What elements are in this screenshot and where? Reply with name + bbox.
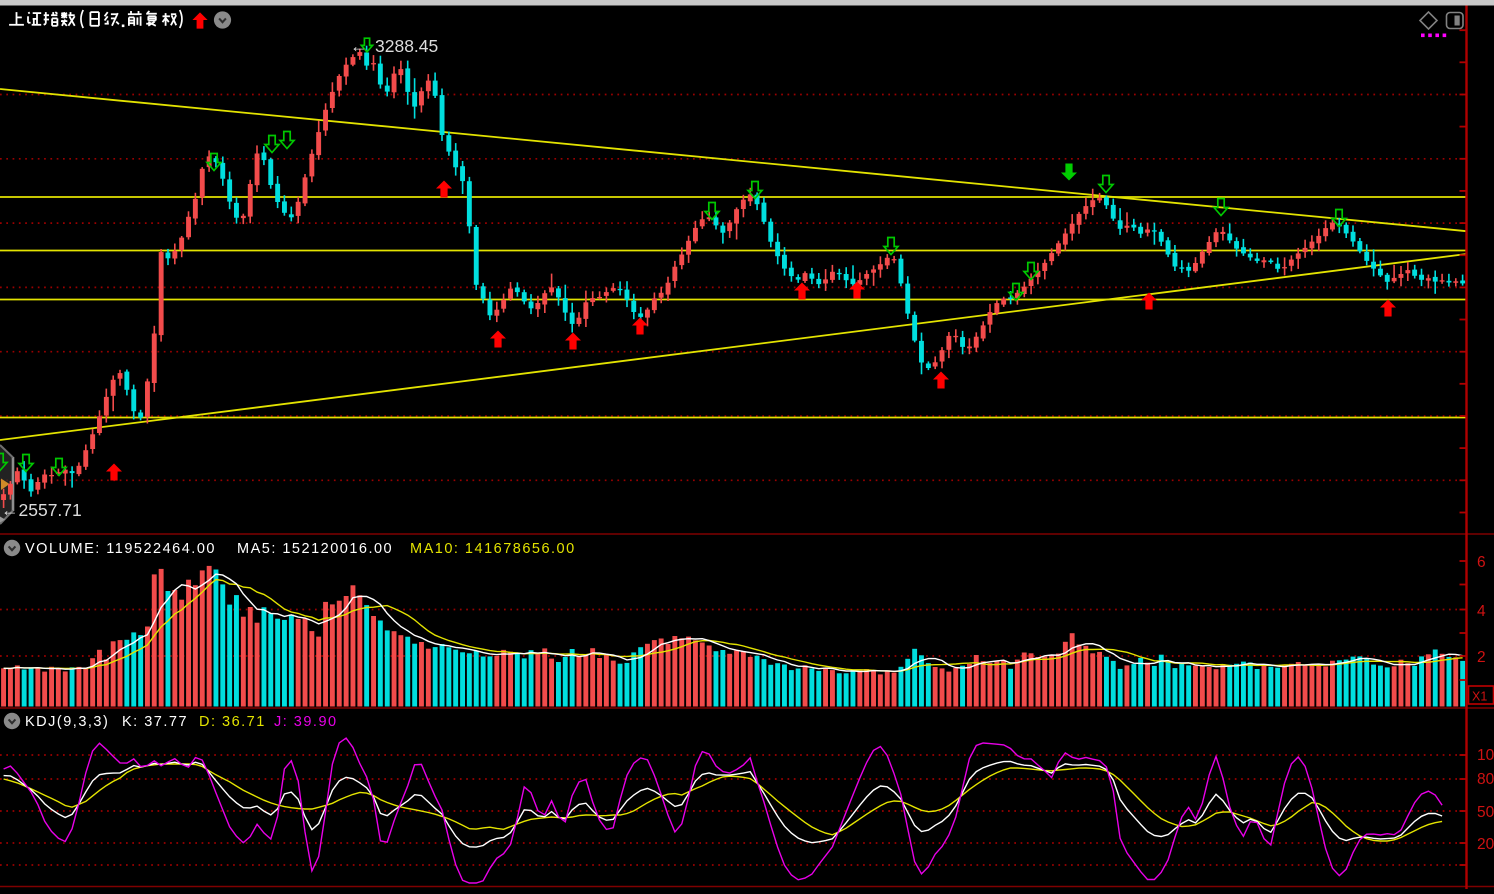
- svg-text:20: 20: [1477, 836, 1494, 853]
- svg-text:J: 39.90: J: 39.90: [274, 714, 338, 730]
- svg-text:MA10: 141678656.00: MA10: 141678656.00: [410, 541, 576, 557]
- svg-text:100: 100: [1477, 747, 1494, 764]
- svg-text:6: 6: [1477, 554, 1486, 571]
- svg-text:MA5: 152120016.00: MA5: 152120016.00: [237, 541, 393, 557]
- svg-text:KDJ(9,3,3): KDJ(9,3,3): [25, 714, 109, 730]
- svg-text:4: 4: [1477, 603, 1486, 620]
- svg-text:←2557.71: ←2557.71: [1, 500, 82, 520]
- svg-text:D: 36.71: D: 36.71: [199, 714, 266, 730]
- svg-text:←: ←: [350, 36, 368, 56]
- svg-text:3288.45: 3288.45: [375, 36, 438, 56]
- svg-text:X1: X1: [1472, 690, 1487, 704]
- svg-text:50: 50: [1477, 804, 1494, 821]
- svg-text:80: 80: [1477, 771, 1494, 788]
- svg-text:VOLUME: 119522464.00: VOLUME: 119522464.00: [25, 541, 216, 557]
- svg-text:2: 2: [1477, 649, 1486, 666]
- svg-text:K: 37.77: K: 37.77: [122, 714, 188, 730]
